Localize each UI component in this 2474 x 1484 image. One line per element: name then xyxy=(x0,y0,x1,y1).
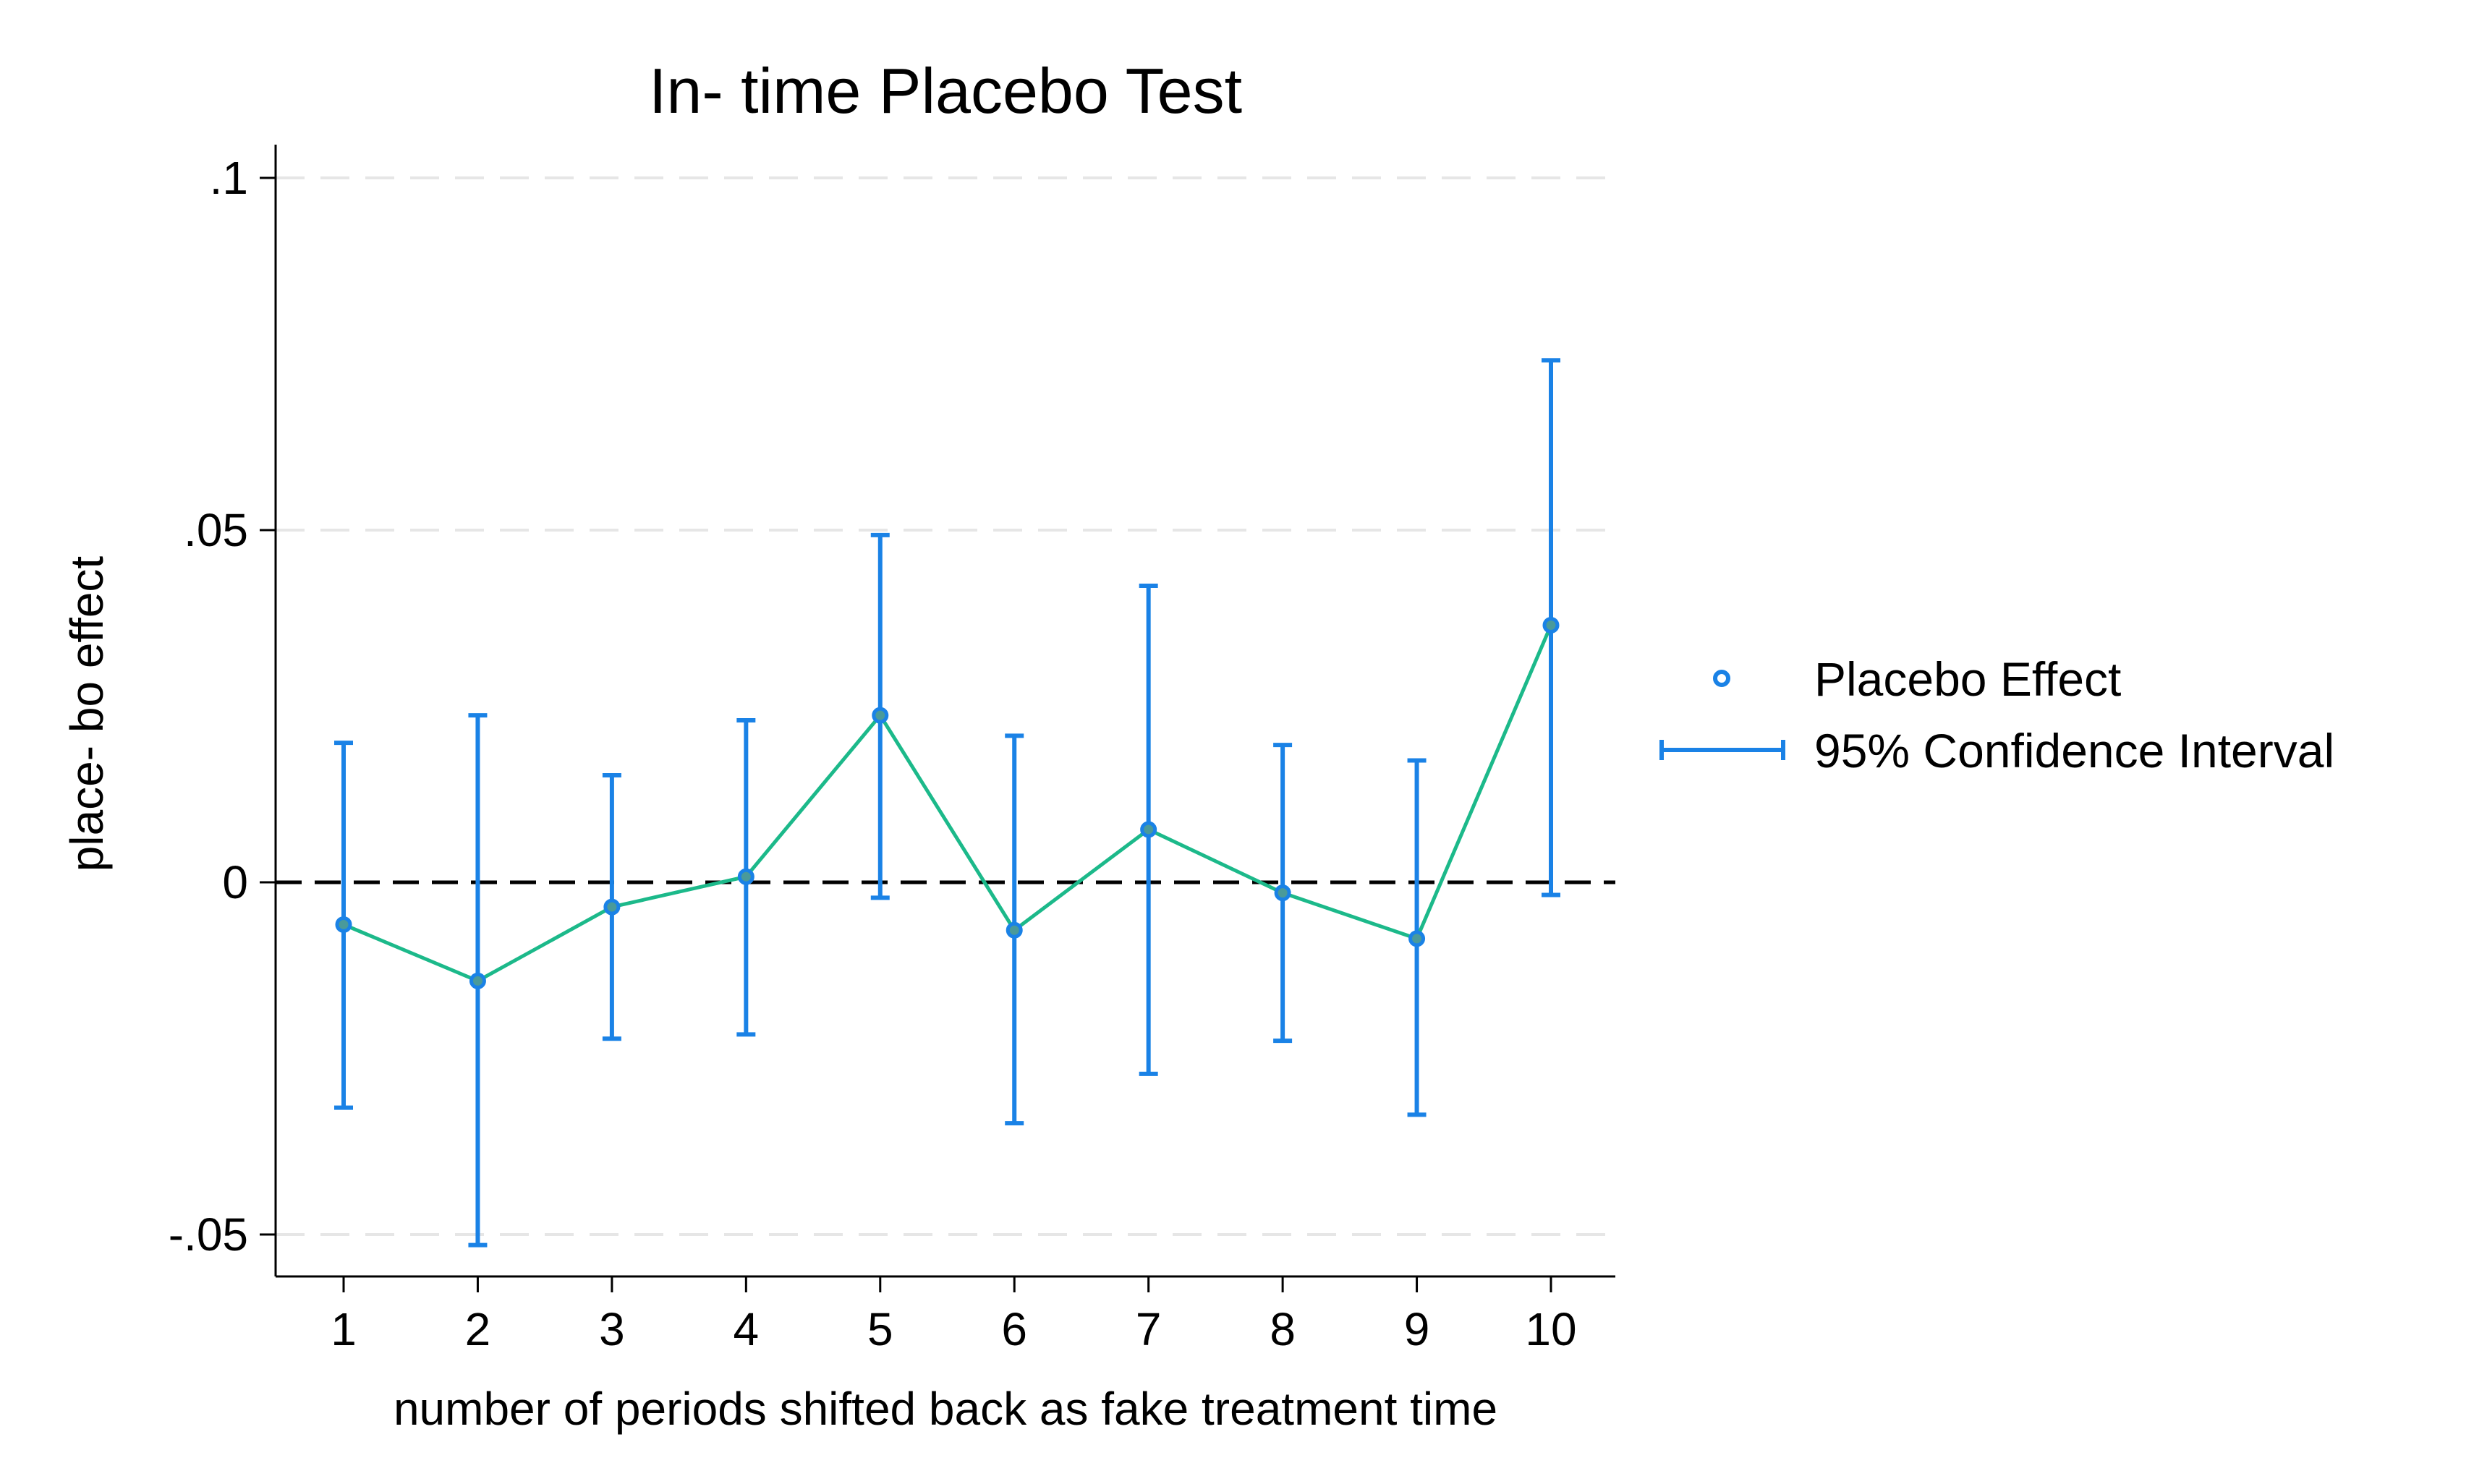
effect-point xyxy=(469,972,486,989)
y-axis-label: place- bo effect xyxy=(61,556,113,872)
effect-line xyxy=(343,624,1553,983)
x-tick-label: 7 xyxy=(1136,1303,1162,1355)
x-tick-label: 4 xyxy=(734,1303,760,1355)
x-tick-label: 3 xyxy=(599,1303,625,1355)
x-axis-label: number of periods shifted back as fake t… xyxy=(394,1383,1497,1435)
legend-label-placebo-effect: Placebo Effect xyxy=(1814,652,2121,706)
axes xyxy=(274,145,1615,1278)
legend-marker-confidence-interval xyxy=(1659,740,1785,760)
x-tick-label: 10 xyxy=(1525,1303,1576,1355)
legend-label-confidence-interval: 95% Confidence Interval xyxy=(1814,724,2334,777)
effect-point xyxy=(737,868,754,885)
effect-point xyxy=(872,707,889,724)
x-tick-label: 8 xyxy=(1270,1303,1296,1355)
effect-line-group xyxy=(343,624,1553,983)
y-ticks: -.05 0 .05 .1 xyxy=(169,152,276,1261)
x-ticks: 1 2 3 4 5 6 7 8 9 10 xyxy=(331,1276,1577,1355)
effect-point xyxy=(603,898,621,916)
effect-point xyxy=(1006,921,1023,939)
effect-points xyxy=(335,616,1560,989)
chart-title: In- time Placebo Test xyxy=(649,55,1242,127)
y-tick-label: -.05 xyxy=(169,1208,248,1261)
legend-marker-placebo-effect xyxy=(1713,670,1730,687)
x-tick-label: 6 xyxy=(1001,1303,1027,1355)
legend: Placebo Effect 95% Confidence Interval xyxy=(1659,652,2334,777)
y-tick-label: 0 xyxy=(222,856,248,908)
effect-point xyxy=(335,916,352,933)
effect-point xyxy=(1140,821,1157,838)
effect-point xyxy=(1408,930,1426,947)
confidence-interval-bars xyxy=(334,358,1560,1248)
x-tick-label: 1 xyxy=(331,1303,357,1355)
x-tick-label: 5 xyxy=(867,1303,893,1355)
effect-point xyxy=(1542,616,1560,634)
effect-point xyxy=(1274,884,1291,902)
y-tick-label: .05 xyxy=(184,504,248,556)
y-tick-label: .1 xyxy=(210,152,248,204)
x-tick-label: 9 xyxy=(1404,1303,1430,1355)
x-tick-label: 2 xyxy=(465,1303,491,1355)
